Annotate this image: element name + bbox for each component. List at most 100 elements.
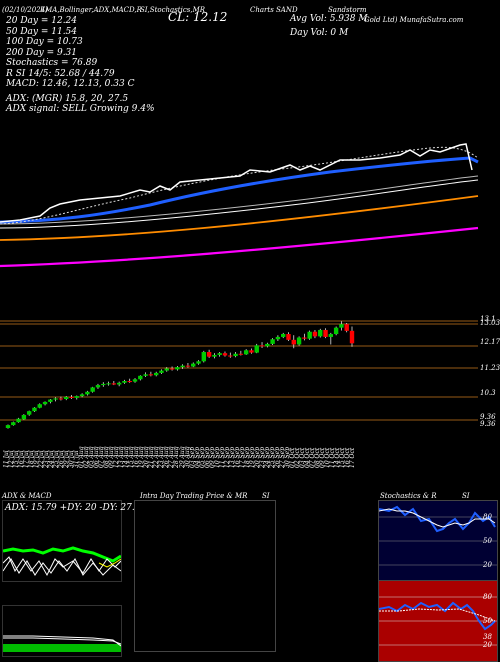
candle-up xyxy=(48,399,53,402)
candle-down xyxy=(228,355,233,357)
candle-up xyxy=(180,365,185,368)
intraday-panel xyxy=(134,500,276,652)
price-level-4: 9.36 xyxy=(480,413,496,421)
candle-up xyxy=(5,425,11,428)
candle-down xyxy=(323,329,328,337)
candle-down xyxy=(206,352,212,357)
price-level-5: 9.36 xyxy=(480,420,496,428)
readout-line-ema50: 50 Day = 11.54 xyxy=(6,26,78,37)
candle-up xyxy=(233,353,238,357)
readout-line-ema200: 200 Day = 9.31 xyxy=(6,47,78,58)
candle-up xyxy=(132,379,138,382)
avg-volume: Avg Vol: 5.938 M xyxy=(290,14,368,24)
price-line xyxy=(0,143,473,223)
candle-up xyxy=(201,352,207,362)
candle-up xyxy=(53,398,58,400)
candle-down xyxy=(312,331,318,337)
candle-up xyxy=(95,385,101,388)
adx-readout: ADX: 15.79 +DY: 20 -DY: 27.5 xyxy=(5,503,141,513)
intraday-si-label: SI xyxy=(262,492,270,500)
candle-up xyxy=(159,370,164,373)
readout-line-ema20: 20 Day = 12.24 xyxy=(6,16,78,26)
candle-up xyxy=(296,337,302,345)
candle-down xyxy=(58,398,64,400)
candle-up xyxy=(328,334,334,337)
candle-up xyxy=(281,334,286,337)
candle-up xyxy=(32,407,37,412)
candle-up xyxy=(101,383,106,386)
ema200-magenta-line xyxy=(0,226,479,268)
candle-up xyxy=(21,414,27,420)
header-date: (02/10/2024) xyxy=(2,6,48,14)
candle-up xyxy=(153,372,159,376)
readout-line-macd: MACD: 12.46, 12.13, 0.33 C xyxy=(6,79,135,89)
candle-down xyxy=(259,345,265,347)
intraday-panel-title: Intra Day Trading Price & MR xyxy=(140,492,248,500)
candle-up xyxy=(254,345,259,353)
candle-up xyxy=(138,375,143,380)
candle-up xyxy=(116,382,122,385)
stoch-tick-80: 80 xyxy=(483,513,492,521)
candle-down xyxy=(111,383,117,385)
candle-up xyxy=(16,418,21,423)
price-level-3: 10.3 xyxy=(480,389,496,397)
price-level-top-2: 13.03 xyxy=(480,319,500,327)
candle-up xyxy=(217,353,222,355)
candles xyxy=(5,321,355,429)
macd-panel xyxy=(2,605,122,657)
price-level-top-1: 13.1 xyxy=(480,315,496,323)
rsi-value: 38 xyxy=(483,633,492,641)
price-level-1: 12.17 xyxy=(480,338,500,346)
candle-up xyxy=(143,374,148,376)
candle-up xyxy=(196,361,201,364)
candle-up xyxy=(318,329,323,337)
candle-up xyxy=(333,327,339,335)
readout-line-adx: ADX: (MGR) 15.8, 20, 27.5 xyxy=(6,93,129,104)
provider-label: Sandstorm xyxy=(328,6,367,14)
candle-up xyxy=(243,350,249,355)
header-indicators: EMA,Bollinger,ADX,MACD,R xyxy=(40,6,142,14)
candle-up xyxy=(122,381,127,383)
ema100-grey-line-2 xyxy=(0,179,479,229)
company-label: Gold Ltd) MunafaSutra.com xyxy=(364,16,464,24)
rsi-tick-80: 80 xyxy=(483,593,492,601)
rsi-tick-50: 50 xyxy=(483,617,492,625)
candle-down xyxy=(69,396,74,398)
price-level-2: 11.23 xyxy=(480,364,500,372)
candle-down xyxy=(291,339,296,345)
candle-down xyxy=(222,353,228,356)
candle-down xyxy=(127,381,132,383)
stochastics-panel-title: Stochastics & R xyxy=(380,492,437,500)
candle-up xyxy=(265,343,270,347)
candle-down xyxy=(169,368,175,370)
ema100-grey-line xyxy=(0,175,479,225)
candle-up xyxy=(85,391,90,395)
candle-up xyxy=(11,422,16,426)
readout-line-stochastics: Stochastics = 76.89 xyxy=(6,58,98,68)
candle-down xyxy=(344,324,349,331)
candle-down xyxy=(185,365,191,367)
candle-down xyxy=(286,334,291,340)
candle-up xyxy=(307,331,312,339)
ema50-blue-line xyxy=(0,156,479,224)
indicator-readout: 20 Day = 12.24 50 Day = 11.54 100 Day = … xyxy=(6,16,155,115)
candle-up xyxy=(339,324,344,328)
readout-line-rsi: R SI 14/5: 52.68 / 44.79 xyxy=(6,68,115,79)
date-label: 17 Oct xyxy=(349,447,356,468)
readout-line-adx-signal: ADX signal: SELL Growing 9.4% xyxy=(6,104,155,114)
stoch-tick-50: 50 xyxy=(483,537,492,545)
candle-up xyxy=(90,387,95,392)
candle-up xyxy=(275,336,281,340)
candle-down xyxy=(148,374,154,376)
candle-up xyxy=(64,396,69,399)
adx-panel: ADX: 15.79 +DY: 20 -DY: 27.5 xyxy=(2,500,140,582)
stochastics-si-label: SI xyxy=(462,492,470,500)
day-volume: Day Vol: 0 M xyxy=(290,28,349,38)
ema200-orange-line xyxy=(0,195,479,241)
rsi-tick-20: 20 xyxy=(483,641,492,649)
candle-up xyxy=(26,411,32,415)
stochastics-panel: 80 50 20 xyxy=(378,500,498,582)
candle-up xyxy=(37,404,42,408)
price-chart xyxy=(0,143,479,429)
candle-down xyxy=(238,353,244,355)
